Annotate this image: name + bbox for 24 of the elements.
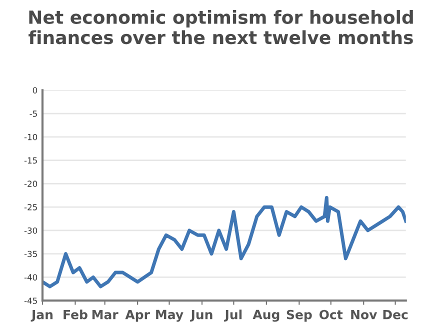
x-tick-label: Feb — [64, 310, 88, 320]
x-tick-label: Aug — [252, 310, 280, 322]
x-tick-label: Sep — [286, 310, 312, 322]
x-tick-label: Jan — [30, 310, 53, 322]
y-tick-label: -10 — [24, 134, 38, 140]
y-tick-label: -30 — [24, 227, 38, 234]
x-tick-label: Mar — [92, 310, 118, 320]
x-tick-label: Dec — [383, 310, 408, 320]
x-tick-label: Jun — [190, 310, 212, 322]
y-tick-label: -45 — [24, 298, 37, 304]
x-tick-label: Nov — [351, 310, 378, 320]
x-tick-label: May — [156, 310, 184, 322]
y-tick-label: -5 — [30, 110, 37, 117]
y-tick-label: -40 — [24, 274, 38, 281]
x-tick-label: Oct — [319, 310, 343, 320]
y-tick-label: -35 — [24, 250, 37, 258]
x-tick-label: Apr — [125, 310, 150, 322]
x-tick-label: Jul — [224, 310, 242, 322]
y-tick-label: 0 — [32, 87, 38, 94]
line-series — [42, 196, 406, 288]
y-tick-label: -20 — [24, 180, 38, 187]
y-tick-label: -25 — [24, 204, 37, 210]
y-tick-label: -15 — [24, 157, 37, 164]
chart-title: Net economic optimism for household finances over the next twelve months — [28, 10, 413, 44]
